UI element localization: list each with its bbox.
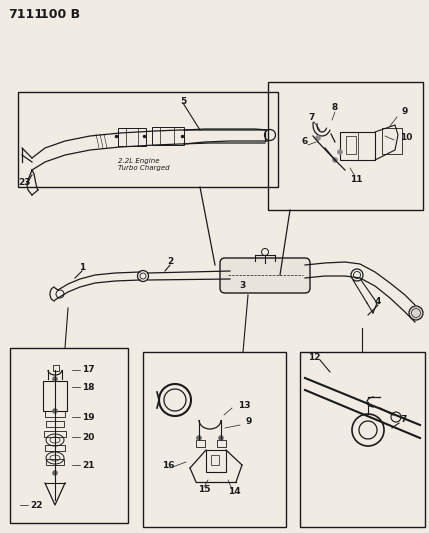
Text: 8: 8 xyxy=(332,103,338,112)
Text: 9: 9 xyxy=(402,108,408,117)
Text: 13: 13 xyxy=(238,400,251,409)
Bar xyxy=(152,127,184,145)
Text: 7111: 7111 xyxy=(8,8,43,21)
Text: 23: 23 xyxy=(18,178,30,187)
Text: 4: 4 xyxy=(375,297,381,306)
Text: 22: 22 xyxy=(30,500,42,510)
Text: 15: 15 xyxy=(198,486,211,495)
Text: 21: 21 xyxy=(82,461,94,470)
Text: 12: 12 xyxy=(308,352,320,361)
Text: 16: 16 xyxy=(162,461,175,470)
Bar xyxy=(217,440,226,447)
Bar xyxy=(53,365,59,371)
Bar xyxy=(300,352,425,527)
Bar xyxy=(268,82,423,210)
Bar xyxy=(46,421,64,427)
Bar xyxy=(46,459,64,465)
Bar xyxy=(118,128,146,146)
Circle shape xyxy=(196,435,202,440)
Bar xyxy=(382,128,402,154)
Text: 14: 14 xyxy=(228,488,241,497)
Text: 3: 3 xyxy=(239,280,245,289)
Circle shape xyxy=(315,135,320,141)
Text: 20: 20 xyxy=(82,432,94,441)
Text: 7: 7 xyxy=(308,114,314,123)
Text: 17: 17 xyxy=(82,366,95,375)
Circle shape xyxy=(52,408,57,414)
Bar xyxy=(45,411,65,417)
Bar xyxy=(143,352,286,527)
Bar xyxy=(44,431,66,437)
Text: 6: 6 xyxy=(302,138,308,147)
Circle shape xyxy=(52,376,57,382)
FancyBboxPatch shape xyxy=(220,258,310,293)
Circle shape xyxy=(52,471,57,475)
Bar xyxy=(10,348,128,523)
Text: 19: 19 xyxy=(82,413,95,422)
Bar xyxy=(196,440,205,447)
Bar xyxy=(206,450,226,472)
Text: 2: 2 xyxy=(167,257,173,266)
Text: 100 B: 100 B xyxy=(40,8,80,21)
Text: 11: 11 xyxy=(350,175,363,184)
Bar xyxy=(346,136,356,154)
Bar xyxy=(43,381,67,411)
Text: 7: 7 xyxy=(400,416,406,424)
Text: 1: 1 xyxy=(79,263,85,272)
Text: 10: 10 xyxy=(400,133,412,142)
Bar xyxy=(45,445,65,451)
Bar xyxy=(18,92,278,187)
Circle shape xyxy=(332,157,338,163)
Text: 2.2L Engine
Turbo Charged: 2.2L Engine Turbo Charged xyxy=(118,158,169,171)
Text: 5: 5 xyxy=(180,97,186,106)
Circle shape xyxy=(338,149,342,155)
Bar xyxy=(340,132,375,160)
Circle shape xyxy=(409,306,423,320)
Text: 18: 18 xyxy=(82,383,94,392)
Text: 9: 9 xyxy=(245,417,251,426)
Circle shape xyxy=(218,435,224,440)
Bar xyxy=(211,455,219,465)
